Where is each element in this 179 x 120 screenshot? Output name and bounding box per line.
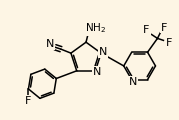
Text: F: F: [161, 23, 168, 33]
Text: F: F: [166, 38, 173, 48]
Text: N: N: [93, 67, 101, 77]
Text: N: N: [129, 77, 137, 87]
Text: F: F: [25, 96, 32, 106]
Text: N: N: [99, 47, 107, 57]
Text: N: N: [46, 39, 54, 49]
Text: NH$_2$: NH$_2$: [85, 21, 107, 35]
Text: F: F: [143, 25, 150, 36]
